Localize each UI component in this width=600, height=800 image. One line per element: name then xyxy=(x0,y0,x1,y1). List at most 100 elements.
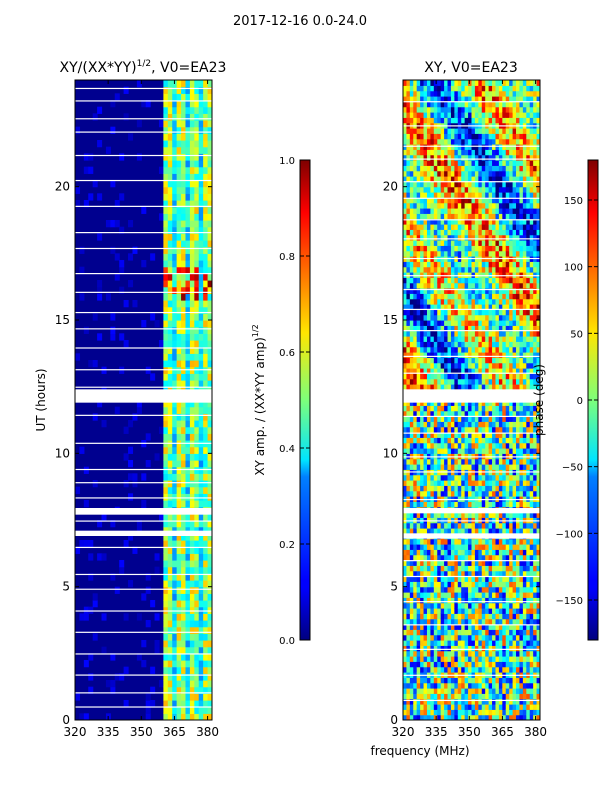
heatmap-cell xyxy=(198,320,204,328)
heatmap-cell xyxy=(468,682,473,689)
heatmap-cell xyxy=(474,597,479,604)
heatmap-cell xyxy=(185,640,191,648)
heatmap-cell xyxy=(433,624,438,630)
heatmap-cell xyxy=(457,501,462,508)
heatmap-cell xyxy=(505,474,510,481)
heatmap-cell xyxy=(163,686,169,694)
heatmap-cell xyxy=(409,608,414,614)
heatmap-cell xyxy=(83,153,89,161)
heatmap-cell xyxy=(488,480,493,486)
heatmap-cell xyxy=(426,186,431,193)
heatmap-cell xyxy=(430,709,435,716)
heatmap-cell xyxy=(478,181,483,188)
heatmap-cell xyxy=(430,501,435,508)
heatmap-cell xyxy=(454,117,459,124)
heatmap-cell xyxy=(172,526,178,534)
heatmap-cell xyxy=(198,646,204,654)
heatmap-cell xyxy=(430,149,435,156)
heatmap-cell xyxy=(426,309,431,316)
heatmap-cell xyxy=(185,540,191,548)
heatmap-cell xyxy=(481,112,486,118)
heatmap-cell xyxy=(185,273,191,281)
heatmap-cell xyxy=(461,565,466,572)
heatmap-cell xyxy=(437,176,442,182)
heatmap-cell xyxy=(485,613,490,620)
heatmap-cell xyxy=(495,570,500,577)
heatmap-cell xyxy=(433,432,438,438)
heatmap-cell xyxy=(426,490,431,497)
heatmap-cell xyxy=(167,480,173,488)
heatmap-cell xyxy=(464,666,469,673)
heatmap-cell xyxy=(468,634,473,641)
heatmap-cell xyxy=(416,378,421,385)
heatmap-cell xyxy=(488,613,493,620)
heatmap-cell xyxy=(437,378,442,385)
heatmap-cell xyxy=(413,304,418,310)
heatmap-cell xyxy=(406,144,411,150)
heatmap-cell xyxy=(185,400,191,408)
heatmap-cell xyxy=(437,330,442,337)
heatmap-cell xyxy=(461,416,466,422)
heatmap-cell xyxy=(426,709,431,716)
heatmap-cell xyxy=(468,202,473,209)
heatmap-cell xyxy=(423,624,428,630)
heatmap-cell xyxy=(423,485,428,492)
heatmap-cell xyxy=(478,341,483,348)
heatmap-cell xyxy=(481,144,486,150)
heatmap-cell xyxy=(454,197,459,204)
heatmap-cell xyxy=(454,208,459,214)
heatmap-cell xyxy=(185,353,191,361)
heatmap-cell xyxy=(203,80,209,88)
data-gap-line xyxy=(75,347,212,349)
heatmap-cell xyxy=(457,202,462,209)
heatmap-cell xyxy=(181,433,187,441)
heatmap-cell xyxy=(450,688,455,694)
heatmap-cell xyxy=(416,234,421,241)
heatmap-cell xyxy=(461,549,466,556)
heatmap-cell xyxy=(505,709,510,716)
heatmap-cell xyxy=(167,100,173,108)
heatmap-cell xyxy=(468,362,473,369)
heatmap-cell xyxy=(488,458,493,465)
heatmap-cell xyxy=(433,656,438,662)
heatmap-cell xyxy=(498,133,503,140)
heatmap-cell xyxy=(181,666,187,674)
heatmap-cell xyxy=(409,208,414,214)
heatmap-cell xyxy=(433,133,438,140)
heatmap-cell xyxy=(203,266,209,274)
heatmap-cell xyxy=(461,613,466,620)
heatmap-cell xyxy=(128,473,134,481)
heatmap-cell xyxy=(502,245,507,252)
heatmap-cell xyxy=(185,260,191,268)
heatmap-cell xyxy=(492,181,497,188)
heatmap-cell xyxy=(468,538,473,545)
heatmap-cell xyxy=(481,208,486,214)
heatmap-cell xyxy=(498,624,503,630)
heatmap-cell xyxy=(488,629,493,636)
heatmap-cell xyxy=(406,213,411,220)
heatmap-cell xyxy=(207,146,212,154)
heatmap-cell xyxy=(83,606,89,614)
heatmap-cell xyxy=(481,405,486,412)
heatmap-cell xyxy=(430,309,435,316)
heatmap-cell xyxy=(474,474,479,481)
heatmap-cell xyxy=(450,400,455,406)
heatmap-cell xyxy=(105,680,111,688)
heatmap-cell xyxy=(189,180,195,188)
heatmap-cell xyxy=(464,410,469,417)
heatmap-cell xyxy=(478,688,483,694)
heatmap-cell xyxy=(423,176,428,182)
heatmap-cell xyxy=(416,693,421,700)
heatmap-cell xyxy=(403,90,408,97)
heatmap-cell xyxy=(189,246,195,254)
heatmap-cell xyxy=(433,304,438,310)
heatmap-cell xyxy=(181,686,187,694)
heatmap-cell xyxy=(474,266,479,273)
heatmap-cell xyxy=(488,213,493,220)
heatmap-cell xyxy=(426,224,431,230)
heatmap-cell xyxy=(433,688,438,694)
heatmap-cell xyxy=(167,460,173,468)
heatmap-cell xyxy=(440,586,445,593)
heatmap-cell xyxy=(198,446,204,454)
heatmap-cell xyxy=(172,533,178,541)
